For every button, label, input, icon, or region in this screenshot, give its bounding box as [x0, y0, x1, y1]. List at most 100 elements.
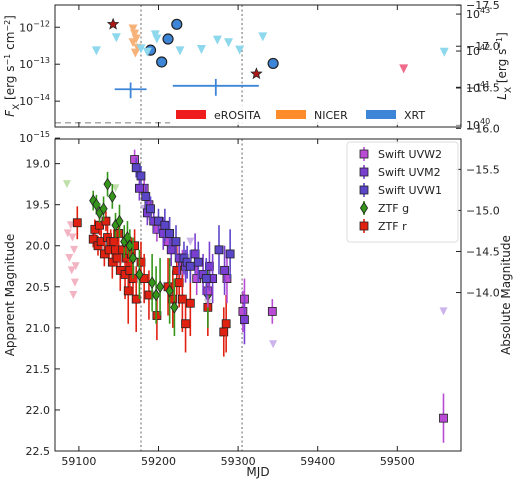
xrt-triangle-down-point — [175, 46, 185, 56]
y-tick-label: 20.0 — [26, 240, 51, 253]
y-tick-label: 10−14 — [19, 93, 50, 108]
ztf-g-point — [135, 268, 144, 281]
y-tick-label: 21.0 — [26, 322, 51, 335]
bottom-axes-frame — [54, 138, 462, 452]
swift-uvw1-point — [141, 192, 151, 201]
y2-tick-label: 1040 — [466, 117, 490, 132]
band-legend: Swift UVW2 Swift UVM2 Swift UVW1 ZTF g ZTF r — [346, 141, 459, 243]
y-tick-label: 10−12 — [19, 19, 50, 34]
ztf-g-point — [165, 284, 174, 298]
y-axis-title: Apparent Magnitude — [3, 234, 17, 357]
ztf-g-point — [108, 190, 117, 203]
xrt-triangle-down-point — [152, 34, 162, 44]
xrt-circle-point — [267, 57, 279, 70]
y2-tick-label: 1042 — [466, 43, 490, 58]
xrt-triangle-down-point — [91, 46, 101, 56]
x-tick-label: 59300 — [221, 455, 256, 468]
swift-uvw1-point — [160, 220, 170, 230]
top-axes-frame — [54, 4, 462, 128]
swift-uvw1-point — [165, 229, 175, 238]
upper-limit-marker — [111, 184, 120, 193]
legend-box — [346, 141, 459, 243]
y-tick-label: 22.5 — [26, 445, 51, 458]
ztf-g-point — [103, 177, 112, 191]
nicer-triangle-down-point — [128, 38, 138, 48]
legend-label-xrt: XRT — [404, 109, 425, 122]
legend-label-erosita: eROSITA — [214, 109, 261, 122]
ztf-r-point — [123, 286, 133, 296]
upper-limit-marker — [67, 266, 76, 275]
swift-uvw2-point — [238, 307, 248, 316]
swift-uvw1-point — [193, 257, 203, 267]
legend-label-ztf-g: ZTF g — [378, 202, 409, 215]
swift-uvm2-point — [220, 265, 229, 275]
xrt-triangle-down-point — [439, 47, 449, 57]
xrt-triangle-down-point — [258, 32, 268, 42]
y-tick-label: 10−15 — [19, 130, 50, 145]
y-tick-label: 22.0 — [26, 404, 51, 417]
ztf-r-point — [72, 218, 82, 228]
y2-tick-label: −16.0 — [466, 122, 500, 135]
swift-uvm2-point — [134, 183, 144, 193]
x-tick-label: 59200 — [141, 455, 176, 468]
upper-limit-marker — [65, 254, 74, 263]
legend-marker-swift-uvm2 — [359, 167, 369, 177]
legend-box — [170, 104, 460, 125]
swift-uvw2-point — [267, 307, 277, 316]
xray-legend: eROSITA NICER XRT — [170, 104, 460, 125]
ztf-g-point — [92, 198, 101, 212]
swift-uvw1-point — [136, 171, 146, 181]
xrt-circle-point — [156, 56, 168, 68]
swift-uvw1-point — [185, 261, 195, 271]
y-tick-label: 19.5 — [26, 199, 51, 212]
ztf-r-point — [136, 257, 146, 267]
legend-marker-swift-uvw2 — [359, 149, 369, 159]
legend-marker-swift-uvw1 — [359, 185, 369, 195]
ztf-g-point — [152, 288, 161, 302]
swift-uvw1-point — [214, 245, 224, 255]
ztf-r-point — [221, 319, 231, 329]
swift-uvw2-point — [203, 286, 213, 296]
xrt-triangle-down-point — [235, 45, 245, 55]
nicer-triangle-down-point — [130, 29, 140, 39]
y2-tick-label: −17.0 — [466, 40, 500, 53]
ztf-g-point — [156, 280, 165, 294]
upper-limit-marker — [70, 278, 79, 287]
swift-uvw2-point — [130, 155, 140, 164]
upper-limit-marker — [439, 307, 448, 316]
legend-label-swift-uvw1: Swift UVW1 — [378, 184, 442, 197]
optical-uv-lightcurve-panel: 59100 59200 59300 59400 59500 19.0 19.5 20.0 20.… — [3, 0, 513, 479]
y-axis-title: FX [erg s−1 cm−2] — [3, 15, 23, 117]
ztf-g-point — [115, 214, 124, 228]
ztf-r-point — [168, 294, 178, 304]
y2-tick-label: −14.0 — [466, 287, 500, 300]
xrt-triangle-down-point — [196, 45, 206, 55]
swift-uvw1-point — [171, 237, 181, 247]
legend-label-nicer: NICER — [314, 109, 348, 122]
nicer-triangle-down-point — [128, 24, 138, 34]
x-tick-label: 59500 — [380, 455, 415, 468]
ztf-g-point — [148, 276, 157, 290]
legend-label-swift-uvm2: Swift UVM2 — [378, 166, 441, 179]
ztf-r-point — [112, 253, 122, 263]
ztf-g-point — [99, 202, 108, 216]
swift-uvw1-point — [131, 163, 141, 173]
upper-limit-marker — [186, 237, 195, 246]
y2-tick-label: 1043 — [466, 6, 490, 21]
erosita-star-point — [250, 67, 263, 80]
ztf-r-point — [172, 265, 182, 275]
legend-marker-ztf-g — [359, 201, 369, 215]
upper-limit-marker — [68, 233, 77, 242]
xrt-triangle-down-point — [136, 44, 146, 54]
y2-tick-label: −15.0 — [466, 204, 500, 217]
ztf-r-point — [131, 294, 141, 304]
y2-tick-label: 1041 — [466, 80, 490, 95]
xrt-triangle-down-point — [212, 35, 222, 45]
x-axis-title: MJD — [246, 465, 269, 479]
x-tick-label: 59100 — [61, 455, 96, 468]
legend-label-swift-uvw2: Swift UVW2 — [378, 148, 442, 161]
legend-swatch-erosita — [176, 110, 206, 119]
y2-tick-label: −15.5 — [466, 163, 500, 176]
y-tick-label: 10−13 — [19, 56, 50, 71]
upper-limit-marker — [269, 340, 278, 349]
